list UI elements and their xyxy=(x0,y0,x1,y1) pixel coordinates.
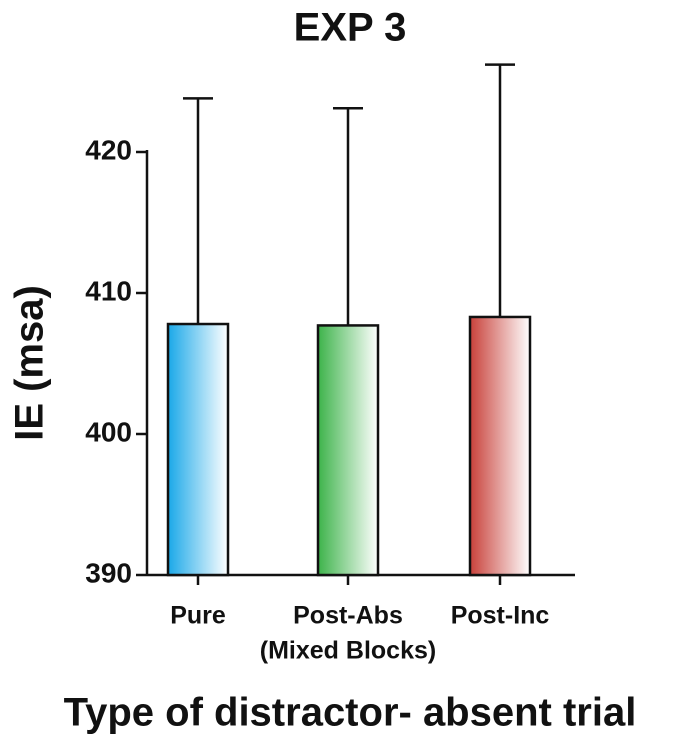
chart-title: EXP 3 xyxy=(294,6,407,50)
x-tick-label: Post-Inc xyxy=(451,602,550,630)
x-tick-label: Post-Abs xyxy=(293,602,403,630)
y-tick-label: 420 xyxy=(85,134,132,165)
y-tick-label: 390 xyxy=(85,557,132,588)
y-tick-label: 410 xyxy=(85,275,132,306)
y-tick-label: 400 xyxy=(85,416,132,447)
bar xyxy=(166,322,230,577)
annotation: (Mixed Blocks) xyxy=(260,637,436,665)
y-axis-label: IE (msa) xyxy=(8,285,52,441)
x-tick-label: Pure xyxy=(170,602,226,630)
x-axis-label: Type of distractor- absent trial xyxy=(64,691,637,735)
bar xyxy=(316,324,380,577)
bar xyxy=(468,315,532,577)
